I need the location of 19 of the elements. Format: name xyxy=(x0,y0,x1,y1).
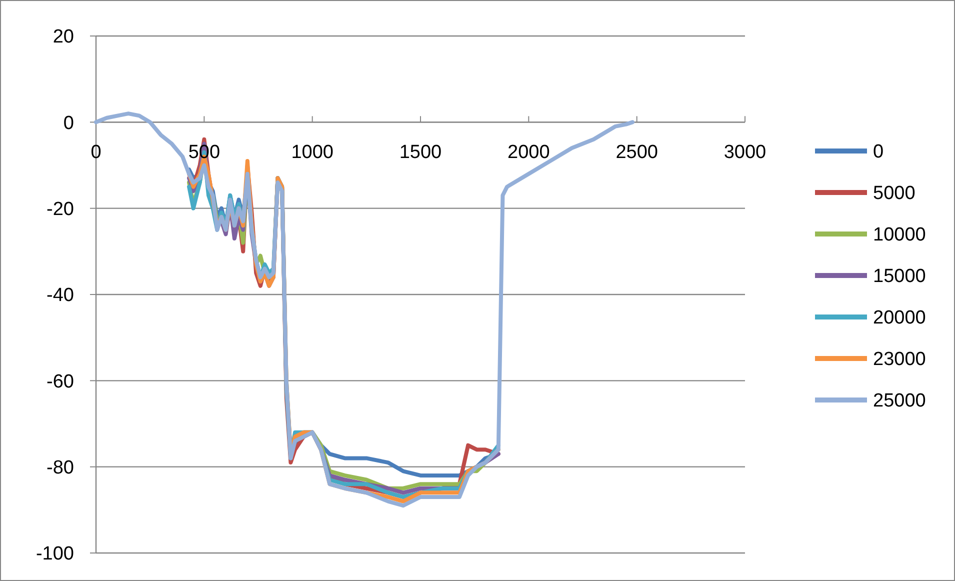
x-tick-label: 2500 xyxy=(616,142,658,164)
legend-label: 25000 xyxy=(873,390,926,412)
legend-label: 10000 xyxy=(873,224,926,246)
x-tick-label: 1500 xyxy=(399,142,442,164)
y-tick-label: 20 xyxy=(52,26,74,48)
y-tick-label: -20 xyxy=(46,198,74,220)
x-tick-label: 1000 xyxy=(291,142,334,164)
legend-label: 15000 xyxy=(873,266,926,288)
y-tick-label: 0 xyxy=(63,112,74,134)
y-tick-label: -80 xyxy=(46,457,74,478)
y-tick-label: -60 xyxy=(46,371,74,392)
x-tick-label: 3000 xyxy=(724,142,766,164)
legend-label: 23000 xyxy=(873,349,926,370)
legend-label: 20000 xyxy=(873,308,926,329)
y-tick-label: -40 xyxy=(46,285,74,306)
legend-label: 5000 xyxy=(873,183,916,204)
x-tick-label: 2000 xyxy=(508,142,550,164)
y-tick-label: -100 xyxy=(36,544,74,565)
x-tick-label: 0 xyxy=(90,142,102,164)
